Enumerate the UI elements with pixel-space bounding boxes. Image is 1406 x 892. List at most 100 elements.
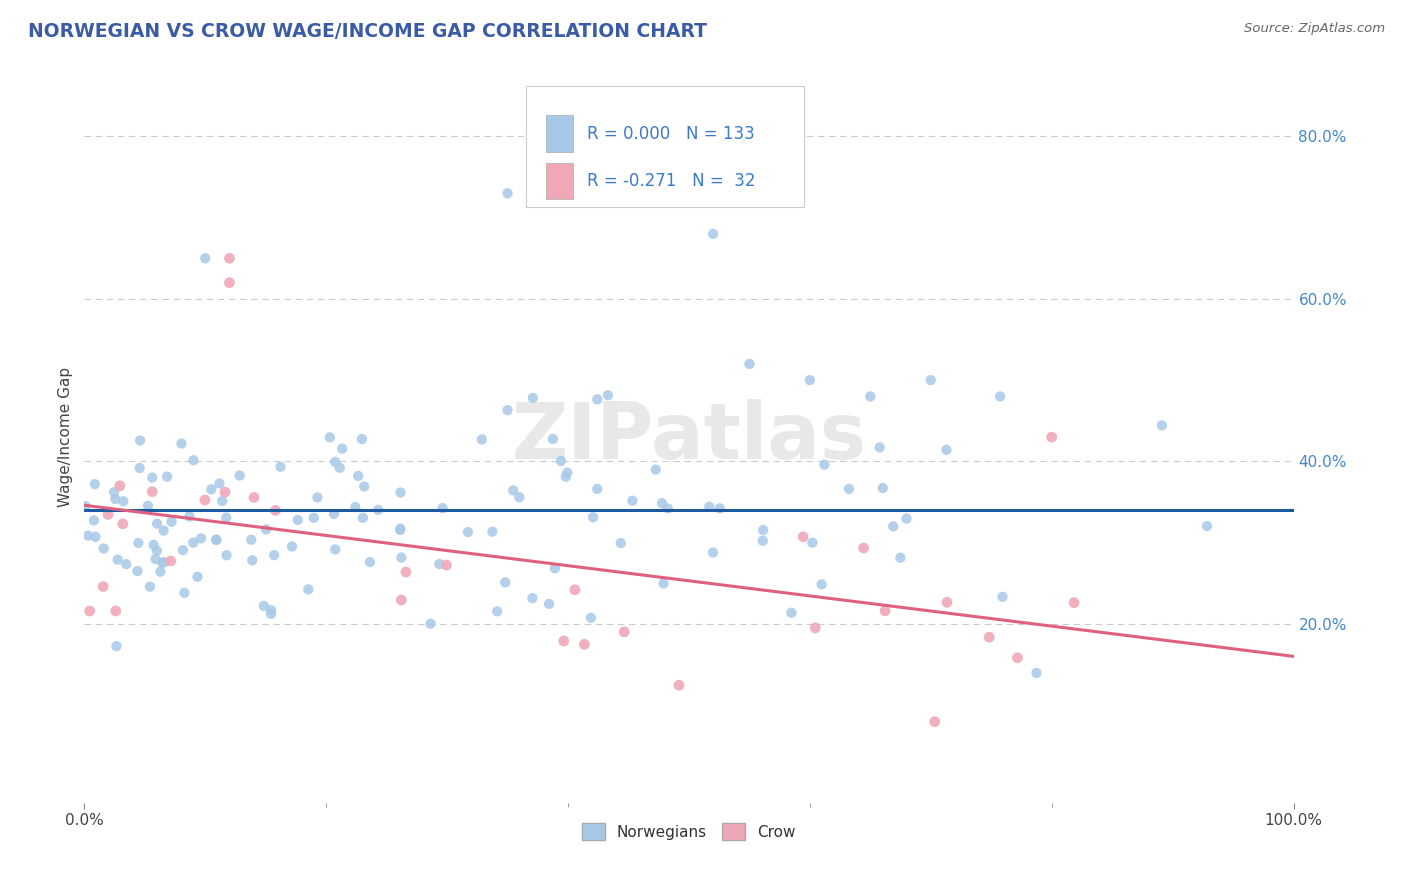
Point: [194, 252, 217, 266]
Point: [129, 434, 152, 448]
Point: [419, 616, 441, 631]
Point: [287, 513, 309, 527]
Point: [502, 483, 524, 498]
Point: [194, 493, 217, 508]
Point: [553, 634, 575, 648]
Point: [544, 561, 567, 575]
Point: [83, 477, 105, 491]
Point: [991, 590, 1014, 604]
Point: [657, 501, 679, 516]
Point: [153, 555, 176, 569]
Point: [508, 490, 530, 504]
Point: [115, 557, 138, 571]
Point: [127, 564, 149, 578]
Point: [190, 532, 212, 546]
Point: [240, 553, 263, 567]
Point: [323, 542, 346, 557]
Point: [389, 522, 412, 536]
Point: [550, 454, 572, 468]
Point: [596, 388, 619, 402]
Point: [613, 624, 636, 639]
Point: [141, 470, 163, 484]
Point: [389, 550, 412, 565]
Point: [1150, 418, 1173, 433]
Point: [104, 491, 127, 506]
Point: [792, 530, 814, 544]
Bar: [547, 115, 572, 152]
Point: [142, 538, 165, 552]
Point: [75, 499, 97, 513]
Point: [496, 186, 519, 201]
Point: [896, 511, 918, 525]
Point: [780, 606, 803, 620]
Point: [172, 543, 194, 558]
Point: [486, 604, 509, 618]
Point: [869, 441, 891, 455]
Legend: Norwegians, Crow: Norwegians, Crow: [575, 816, 803, 847]
Point: [260, 603, 283, 617]
Point: [1007, 651, 1029, 665]
Point: [873, 604, 896, 618]
Point: [186, 570, 208, 584]
Point: [173, 586, 195, 600]
Point: [281, 540, 304, 554]
Point: [644, 462, 666, 476]
Point: [481, 524, 503, 539]
Point: [179, 509, 201, 524]
Point: [427, 557, 450, 571]
Point: [112, 494, 135, 508]
Point: [205, 533, 228, 547]
Y-axis label: Wage/Income Gap: Wage/Income Gap: [58, 367, 73, 508]
Text: R = 0.000   N = 133: R = 0.000 N = 133: [588, 125, 755, 143]
Point: [582, 510, 605, 524]
Point: [586, 392, 609, 407]
Point: [541, 432, 564, 446]
Point: [243, 491, 266, 505]
Point: [432, 501, 454, 516]
Point: [852, 541, 875, 555]
Point: [574, 637, 596, 651]
Point: [93, 541, 115, 556]
Point: [146, 516, 169, 531]
Text: NORWEGIAN VS CROW WAGE/INCOME GAP CORRELATION CHART: NORWEGIAN VS CROW WAGE/INCOME GAP CORREL…: [28, 22, 707, 41]
Point: [352, 510, 374, 524]
Point: [159, 554, 181, 568]
Point: [738, 357, 761, 371]
Point: [564, 582, 586, 597]
Bar: [547, 163, 572, 200]
Point: [218, 252, 240, 266]
Point: [1063, 596, 1085, 610]
Point: [170, 436, 193, 450]
Point: [359, 555, 381, 569]
Point: [935, 442, 957, 457]
Point: [859, 389, 882, 403]
Point: [496, 403, 519, 417]
Point: [111, 516, 134, 531]
Point: [215, 549, 238, 563]
Point: [1040, 430, 1063, 444]
Point: [145, 552, 167, 566]
Point: [141, 484, 163, 499]
Point: [104, 604, 127, 618]
Point: [205, 533, 228, 547]
Point: [302, 511, 325, 525]
Point: [651, 496, 673, 510]
Point: [924, 714, 946, 729]
Point: [554, 469, 576, 483]
Point: [353, 479, 375, 493]
Point: [610, 536, 633, 550]
Point: [389, 593, 412, 607]
Point: [799, 373, 821, 387]
Point: [183, 453, 205, 467]
Point: [77, 528, 100, 542]
Point: [297, 582, 319, 597]
Point: [979, 630, 1001, 644]
Point: [253, 599, 276, 613]
Point: [260, 607, 283, 621]
Point: [872, 481, 894, 495]
Point: [215, 510, 238, 524]
Point: [214, 485, 236, 500]
Point: [208, 476, 231, 491]
Point: [264, 503, 287, 517]
Point: [389, 485, 412, 500]
